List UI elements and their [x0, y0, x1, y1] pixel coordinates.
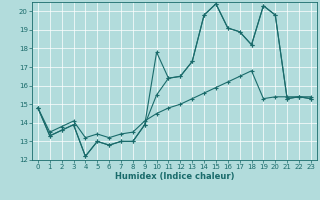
- X-axis label: Humidex (Indice chaleur): Humidex (Indice chaleur): [115, 172, 234, 181]
